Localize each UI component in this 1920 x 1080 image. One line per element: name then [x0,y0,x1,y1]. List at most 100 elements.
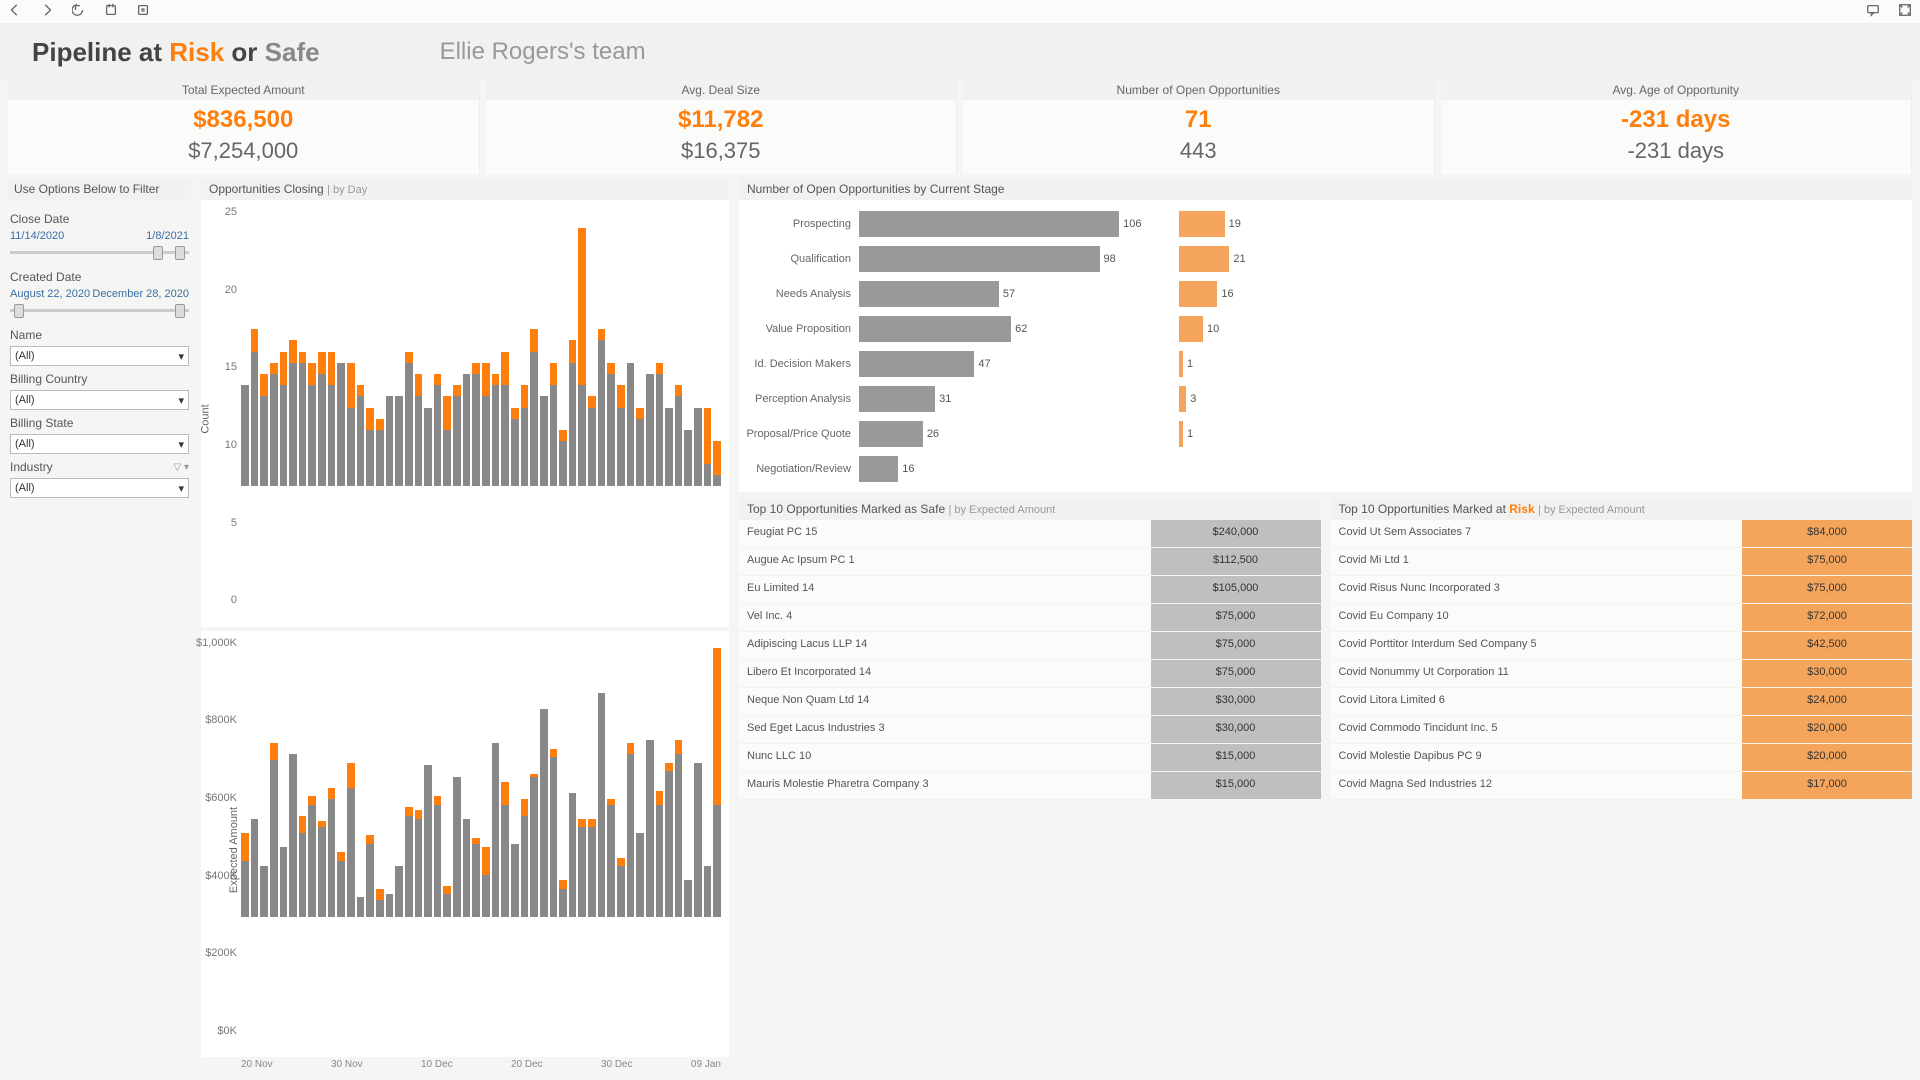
table-row[interactable]: Covid Ut Sem Associates 7$84,000 [1331,520,1913,548]
stage-row[interactable]: Id. Decision Makers471 [739,346,1912,381]
bar[interactable] [241,385,249,486]
bar[interactable] [521,385,529,486]
billing-state-select[interactable]: (All)▾ [10,434,189,454]
created-date-slider[interactable] [10,302,189,320]
bar[interactable] [366,408,374,486]
bar[interactable] [492,374,500,486]
bar[interactable] [424,408,432,486]
table-row[interactable]: Covid Nonummy Ut Corporation 11$30,000 [1331,660,1913,688]
bar[interactable] [598,329,606,486]
bar[interactable] [559,880,567,916]
bar[interactable] [347,763,355,917]
bar[interactable] [241,833,249,917]
bar[interactable] [646,740,654,916]
bar[interactable] [443,886,451,917]
bar[interactable] [598,693,606,917]
forward-icon[interactable] [40,3,54,20]
bar[interactable] [308,796,316,916]
bar[interactable] [521,799,529,917]
bar[interactable] [646,374,654,486]
comment-icon[interactable] [1866,3,1880,20]
pause-icon[interactable] [136,3,150,20]
bar[interactable] [251,819,259,917]
bar[interactable] [366,835,374,916]
billing-country-select[interactable]: (All)▾ [10,390,189,410]
bar[interactable] [280,847,288,917]
bar[interactable] [289,754,297,916]
bar[interactable] [713,441,721,486]
bar[interactable] [665,763,673,917]
close-date-slider[interactable] [10,244,189,262]
bar[interactable] [482,363,490,486]
table-row[interactable]: Covid Eu Company 10$72,000 [1331,604,1913,632]
bar[interactable] [251,329,259,486]
table-row[interactable]: Covid Porttitor Interdum Sed Company 5$4… [1331,632,1913,660]
bar[interactable] [453,385,461,486]
bar[interactable] [453,777,461,917]
bar[interactable] [569,340,577,486]
bar[interactable] [656,791,664,917]
stage-row[interactable]: Negotiation/Review16 [739,451,1912,486]
table-row[interactable]: Eu Limited 14$105,000 [739,576,1321,604]
bar[interactable] [299,352,307,486]
bar[interactable] [578,228,586,486]
bar[interactable] [684,880,692,916]
table-row[interactable]: Libero Et Incorporated 14$75,000 [739,660,1321,688]
table-row[interactable]: Covid Litora Limited 6$24,000 [1331,688,1913,716]
bar[interactable] [511,844,519,917]
bar[interactable] [704,408,712,486]
table-row[interactable]: Covid Risus Nunc Incorporated 3$75,000 [1331,576,1913,604]
bar[interactable] [607,363,615,486]
table-row[interactable]: Covid Molestie Dapibus PC 9$20,000 [1331,744,1913,772]
bar[interactable] [357,897,365,917]
bar[interactable] [386,396,394,486]
stage-row[interactable]: Qualification9821 [739,241,1912,276]
bar[interactable] [415,810,423,916]
bar[interactable] [434,796,442,916]
bar[interactable] [530,774,538,917]
bar[interactable] [299,816,307,917]
bar[interactable] [434,374,442,486]
bar[interactable] [472,363,480,486]
stage-row[interactable]: Proposal/Price Quote261 [739,416,1912,451]
bar[interactable] [684,430,692,486]
bar[interactable] [492,743,500,917]
bar[interactable] [550,363,558,486]
bar[interactable] [280,352,288,486]
bar[interactable] [270,363,278,486]
industry-select[interactable]: (All)▾ [10,478,189,498]
bar[interactable] [501,352,509,486]
bar[interactable] [424,765,432,916]
table-row[interactable]: Augue Ac Ipsum PC 1$112,500 [739,548,1321,576]
bar[interactable] [260,866,268,916]
amount-chart-bars[interactable] [241,637,721,917]
bar[interactable] [627,363,635,486]
bar[interactable] [318,821,326,916]
table-row[interactable]: Mauris Molestie Pharetra Company 3$15,00… [739,772,1321,800]
table-row[interactable]: Nunc LLC 10$15,000 [739,744,1321,772]
table-row[interactable]: Feugiat PC 15$240,000 [739,520,1321,548]
bar[interactable] [694,763,702,917]
bar[interactable] [463,819,471,917]
bar[interactable] [559,430,567,486]
bar[interactable] [675,740,683,916]
stage-row[interactable]: Value Proposition6210 [739,311,1912,346]
bar[interactable] [588,396,596,486]
bar[interactable] [328,788,336,917]
bar[interactable] [607,799,615,917]
bar[interactable] [482,847,490,917]
bar[interactable] [270,743,278,917]
count-chart-bars[interactable] [241,206,721,486]
stage-row[interactable]: Prospecting10619 [739,206,1912,241]
bar[interactable] [386,894,394,916]
bar[interactable] [308,363,316,486]
bar[interactable] [472,838,480,916]
fullscreen-icon[interactable] [1898,3,1912,20]
bar[interactable] [337,363,345,486]
bar[interactable] [656,363,664,486]
bar[interactable] [501,782,509,916]
bar[interactable] [376,419,384,486]
bar[interactable] [415,374,423,486]
bar[interactable] [328,352,336,486]
bar[interactable] [289,340,297,486]
